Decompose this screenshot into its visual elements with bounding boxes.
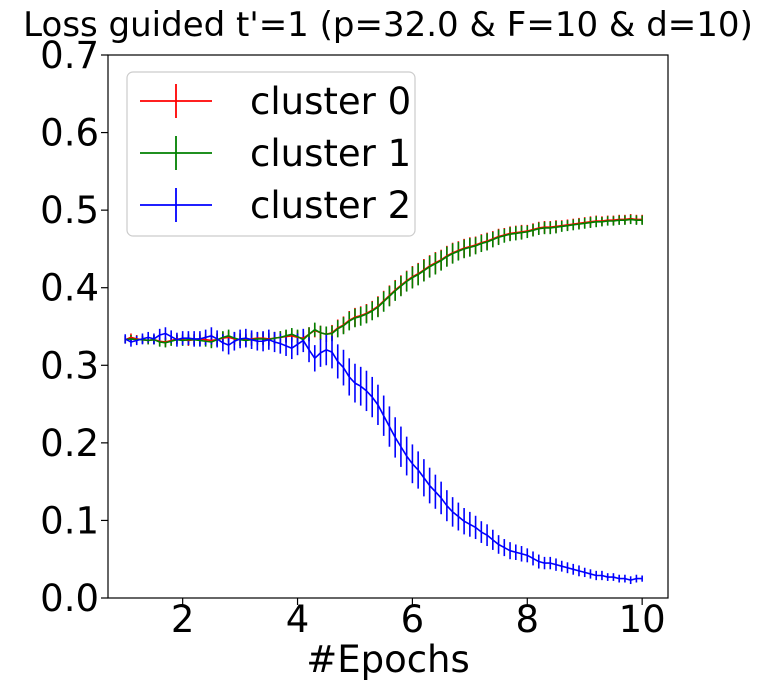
series-lines xyxy=(124,217,643,581)
y-tick-label: 0.4 xyxy=(40,267,99,310)
y-tick-label: 0.6 xyxy=(40,112,99,155)
series-cluster-0-legend-label: cluster 0 xyxy=(250,80,411,123)
x-tick-label: 2 xyxy=(171,598,195,641)
series-cluster-1-legend-label: cluster 1 xyxy=(250,132,411,175)
y-tick-label: 0.0 xyxy=(40,577,99,620)
y-axis: 0.0 0.1 0.2 0.3 0.4 0.5 0.6 0.7 xyxy=(40,34,108,620)
series-cluster-2-line xyxy=(124,332,643,581)
x-tick-label: 8 xyxy=(516,598,540,641)
series-cluster-1-line xyxy=(125,218,643,344)
y-tick-label: 0.7 xyxy=(40,34,99,77)
x-tick-label: 10 xyxy=(619,598,666,641)
error-bars xyxy=(124,214,643,585)
series-cluster-0-line xyxy=(124,217,643,343)
plot-frame xyxy=(107,54,669,599)
y-tick-label: 0.5 xyxy=(40,189,99,232)
legend-box xyxy=(126,71,416,237)
y-tick-label: 0.2 xyxy=(40,422,99,465)
x-tick-label: 4 xyxy=(286,598,310,641)
chart-title: Loss guided t'=1 (p=32.0 & F=10 & d=10) xyxy=(23,5,753,45)
legend: cluster 0 cluster 1 cluster 2 xyxy=(126,71,416,237)
x-axis-label: #Epochs xyxy=(306,638,470,681)
x-tick-label: 6 xyxy=(401,598,425,641)
y-tick-label: 0.3 xyxy=(40,344,99,387)
x-axis: 2 4 6 8 10 xyxy=(171,598,666,641)
series-cluster-2-legend-label: cluster 2 xyxy=(250,184,411,227)
y-tick-label: 0.1 xyxy=(40,499,99,542)
legend-entries: cluster 0 cluster 1 cluster 2 xyxy=(140,80,411,227)
